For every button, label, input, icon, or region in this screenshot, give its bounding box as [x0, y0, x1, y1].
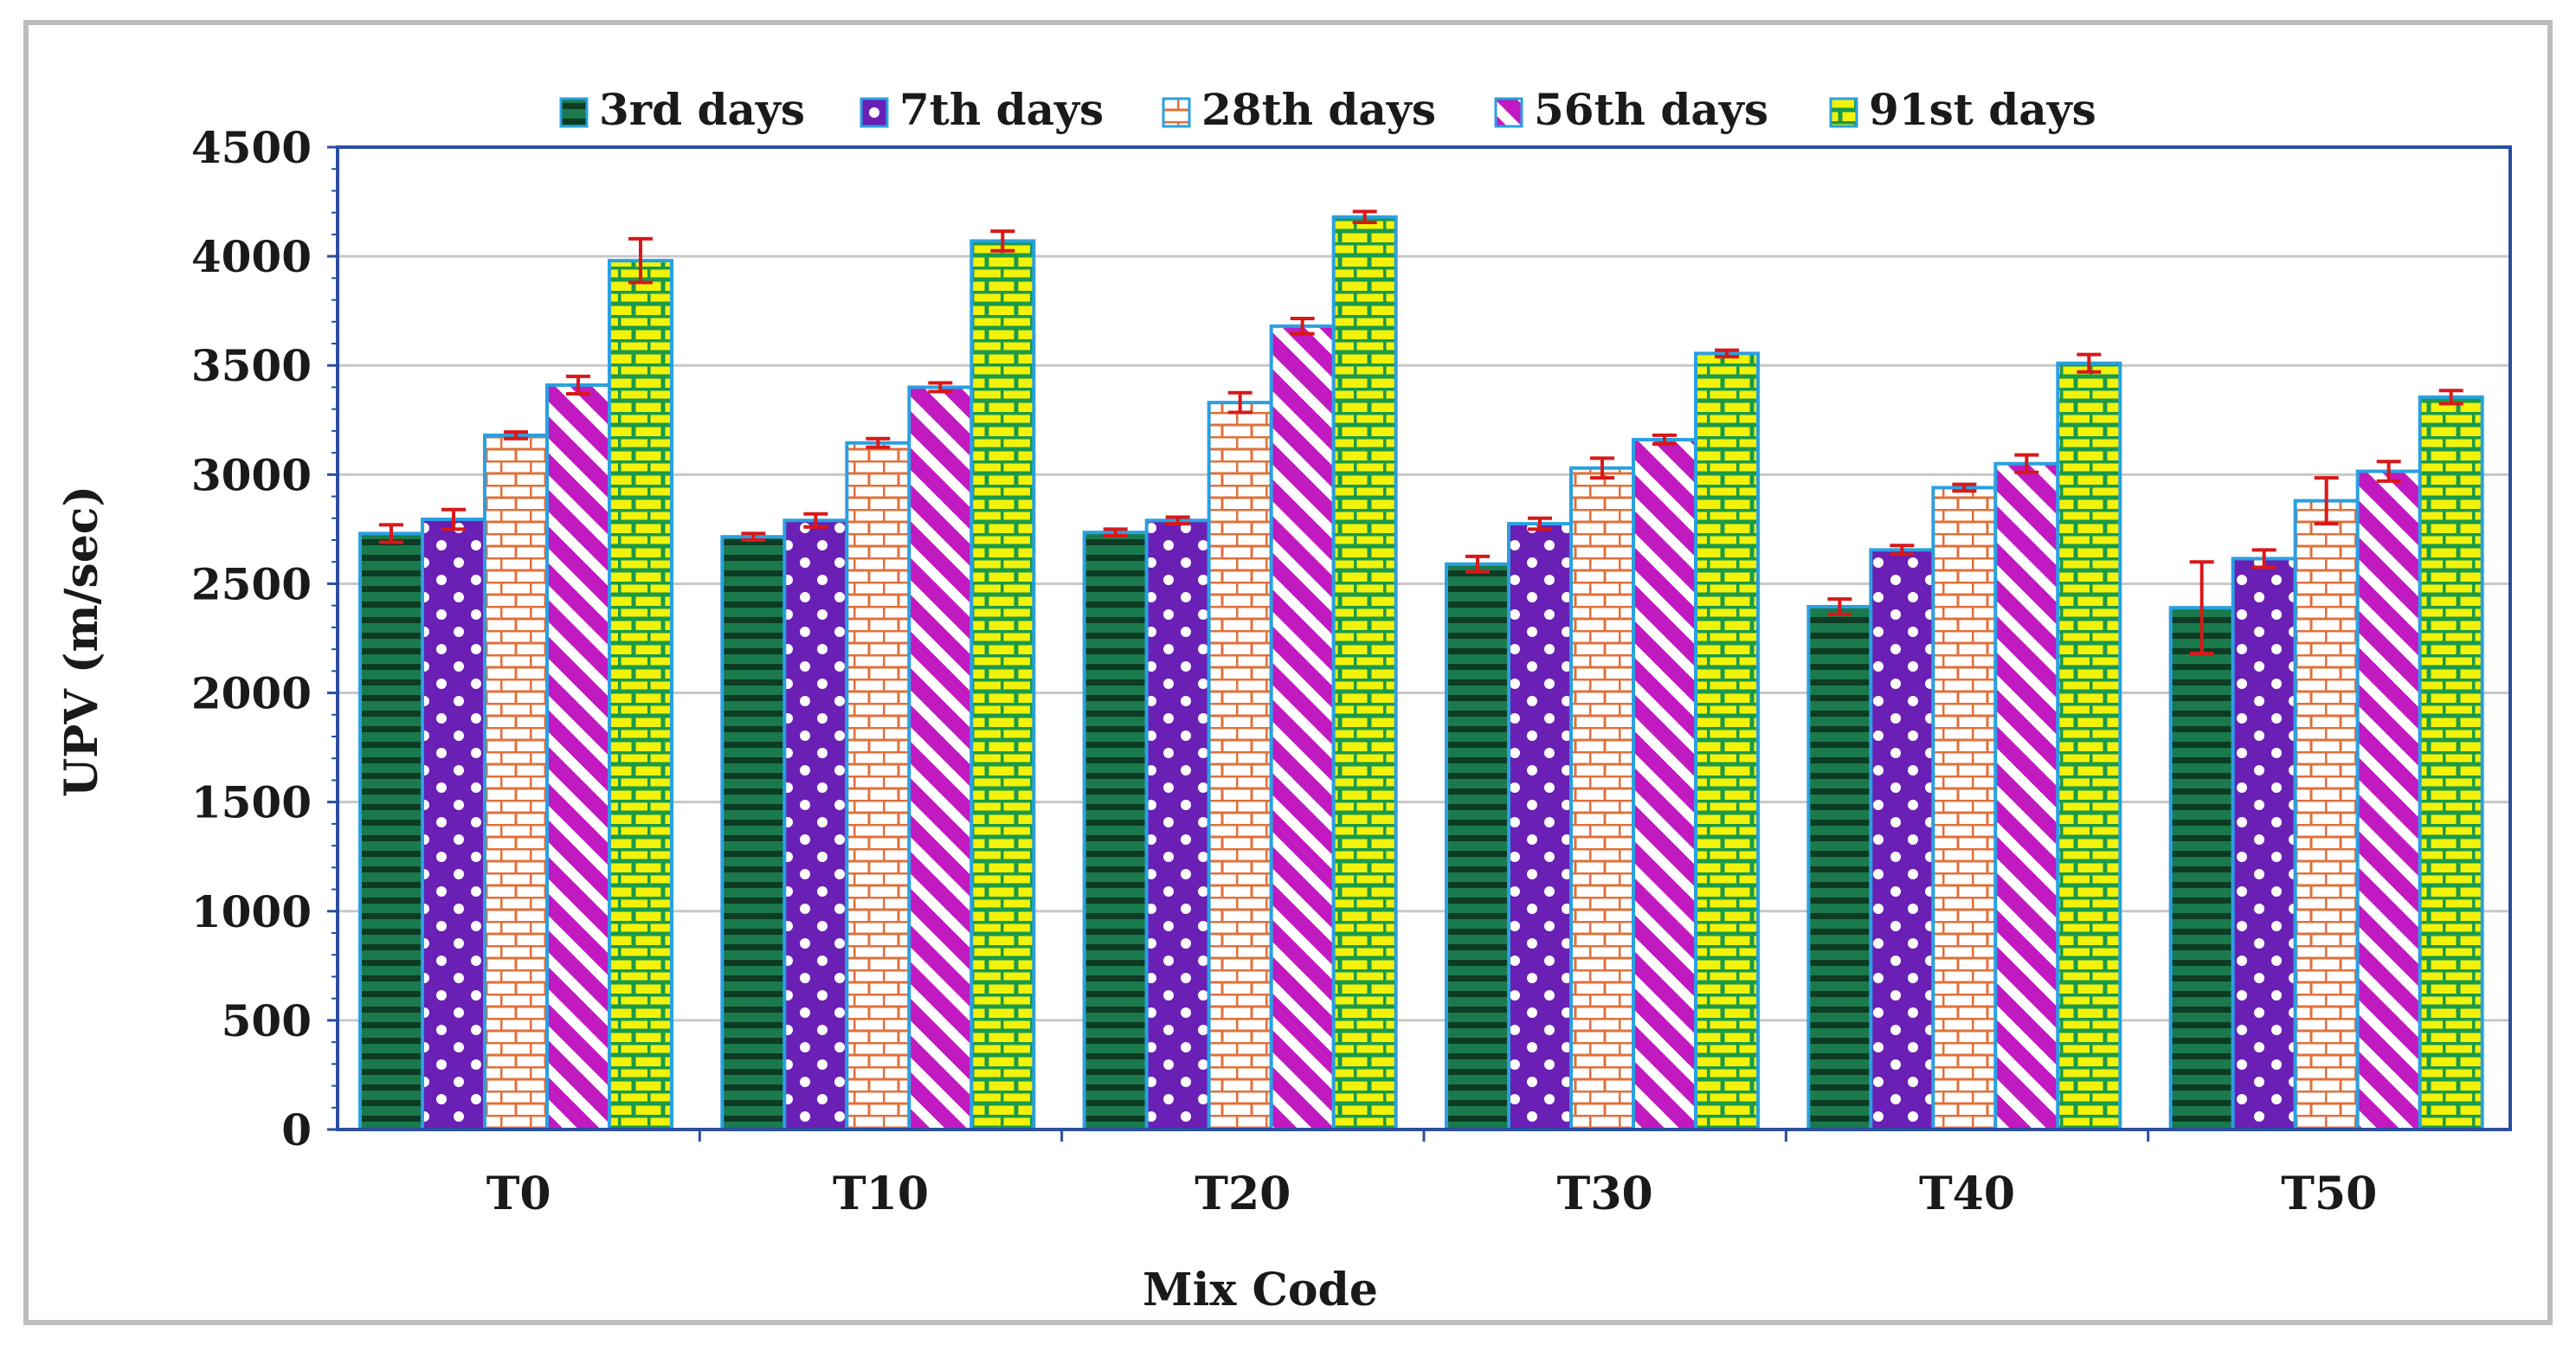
- bar-t0-56th-days: [545, 383, 611, 1131]
- bar-t20-28th-days: [1207, 401, 1273, 1132]
- y-tick-labels: 0 500 1000 1500 2000 2500 3000 3500 4000 4500: [191, 122, 312, 1155]
- bar-t10-28th-days: [845, 441, 911, 1131]
- bar-t10-91st-days: [969, 239, 1036, 1131]
- legend-label: 28th days: [1201, 84, 1436, 135]
- legend-swatch: [559, 97, 589, 128]
- bar-t40-3rd-days: [1806, 604, 1873, 1131]
- x-axis-label: Mix Code: [1143, 1264, 1378, 1316]
- bar-t10-7th-days: [782, 518, 849, 1131]
- legend-swatch: [1494, 97, 1523, 128]
- y-tick-label: 4000: [191, 231, 312, 282]
- x-tick-label: T0: [486, 1168, 551, 1220]
- y-tick-label: 3500: [191, 340, 312, 391]
- bar-t10-56th-days: [907, 385, 974, 1131]
- bar-t0-28th-days: [483, 433, 549, 1131]
- bar-t20-7th-days: [1144, 518, 1211, 1131]
- legend-swatch: [1162, 97, 1191, 128]
- y-tick-label: 500: [222, 995, 312, 1046]
- y-tick-label: 3000: [191, 449, 312, 500]
- bar-t20-3rd-days: [1082, 531, 1149, 1131]
- bar-t50-3rd-days: [2168, 606, 2235, 1131]
- legend-label: 7th days: [899, 84, 1104, 135]
- bar-t0-3rd-days: [358, 531, 424, 1131]
- bars: [358, 215, 2484, 1132]
- bar-t50-91st-days: [2418, 395, 2484, 1131]
- bar-t20-91st-days: [1331, 215, 1398, 1132]
- y-tick-label: 4500: [191, 122, 312, 173]
- bar-t40-28th-days: [1931, 486, 1998, 1131]
- bar-t40-7th-days: [1869, 548, 1935, 1131]
- y-tick-label: 2500: [191, 558, 312, 609]
- bar-t40-91st-days: [2056, 361, 2122, 1131]
- x-tick-label: T20: [1195, 1168, 1291, 1220]
- bar-t40-56th-days: [1993, 461, 2060, 1131]
- y-tick-label: 2000: [191, 668, 312, 719]
- bar-t50-28th-days: [2293, 499, 2360, 1131]
- legend-label: 3rd days: [599, 84, 805, 135]
- error-bars: [379, 209, 2463, 656]
- bar-t30-3rd-days: [1445, 562, 1510, 1131]
- y-tick-label: 0: [281, 1104, 312, 1155]
- bar-t50-7th-days: [2231, 557, 2297, 1131]
- bar-t30-7th-days: [1507, 522, 1573, 1131]
- y-tick-label: 1000: [191, 886, 312, 937]
- bar-t30-91st-days: [1694, 351, 1760, 1132]
- legend-label: 91st days: [1869, 84, 2096, 135]
- bar-t10-3rd-days: [720, 535, 787, 1131]
- x-tick-label: T50: [2281, 1168, 2377, 1220]
- bar-t50-56th-days: [2355, 469, 2422, 1131]
- legend: 3rd days 7th days 28th days 56th days 91st d…: [559, 84, 2096, 135]
- x-tick-labels: T0 T10 T20 T30 T40 T50: [486, 1168, 2378, 1220]
- bar-t0-7th-days: [421, 518, 486, 1131]
- legend-swatch: [1829, 97, 1858, 128]
- y-axis-label: UPV (m/sec): [55, 486, 108, 797]
- bar-t20-56th-days: [1269, 324, 1336, 1132]
- axes: [327, 145, 2512, 1142]
- bar-t30-28th-days: [1569, 466, 1635, 1131]
- bar-t0-91st-days: [608, 259, 673, 1131]
- bar-t30-56th-days: [1632, 437, 1697, 1131]
- x-tick-label: T30: [1557, 1168, 1653, 1220]
- y-tick-label: 1500: [191, 777, 312, 828]
- legend-label: 56th days: [1534, 84, 1768, 135]
- legend-swatch: [860, 97, 889, 128]
- plot-area-border: [336, 145, 2512, 1131]
- x-tick-label: T40: [1919, 1168, 2015, 1220]
- x-tick-label: T10: [833, 1168, 929, 1220]
